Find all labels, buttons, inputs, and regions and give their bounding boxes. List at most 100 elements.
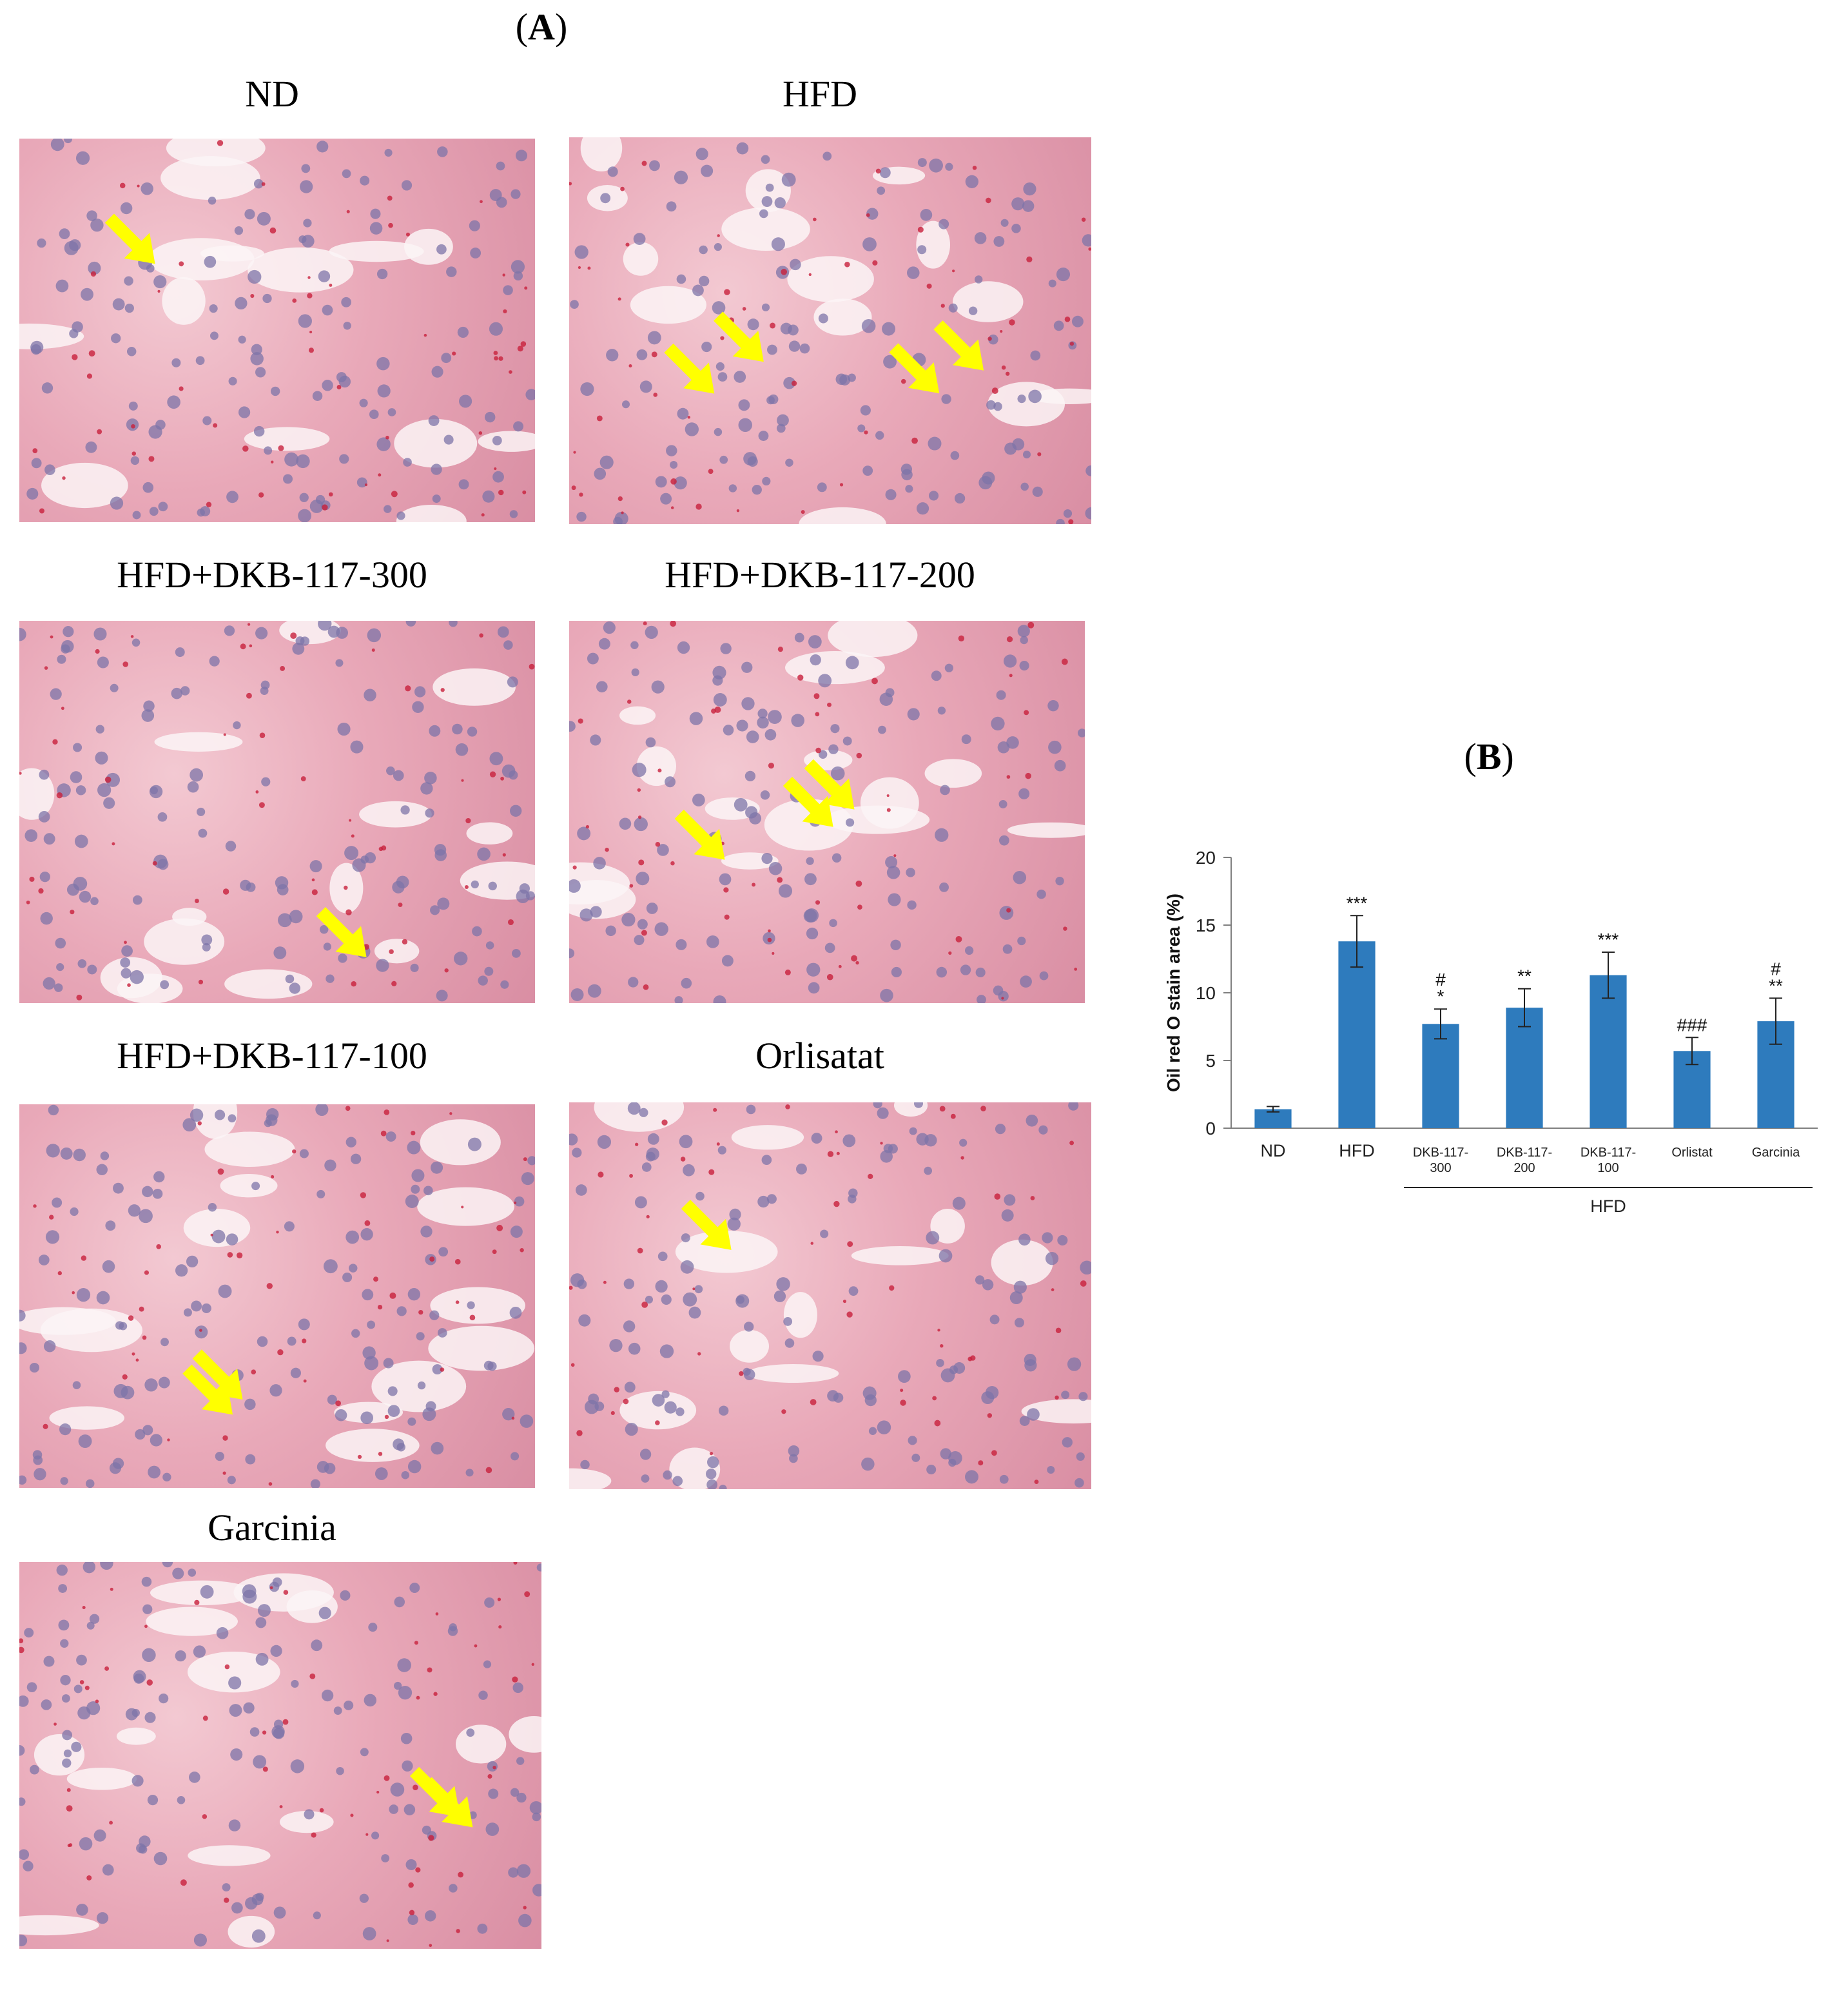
nucleus (175, 647, 185, 658)
lipid-droplet (444, 968, 449, 973)
lipid-droplet (917, 226, 924, 233)
nucleus (336, 627, 348, 639)
nucleus (130, 970, 144, 984)
nucleus (478, 975, 488, 986)
nucleus (633, 233, 646, 246)
nucleus (928, 436, 942, 451)
nucleus (228, 1819, 241, 1831)
lipid-droplet (307, 293, 313, 298)
lipid-droplet (857, 904, 862, 910)
nucleus (19, 1475, 27, 1485)
nucleus (527, 1156, 535, 1166)
nucleus (513, 271, 523, 281)
nucleus (303, 219, 312, 228)
lipid-droplet (781, 268, 788, 275)
nucleus (360, 175, 370, 186)
nucleus (848, 1195, 857, 1204)
sinusoid-gap (430, 1287, 526, 1324)
lipid-droplet (224, 1664, 230, 1670)
nucleus (360, 1748, 369, 1757)
nucleus (516, 150, 527, 162)
lipid-droplet (1069, 342, 1075, 346)
nucleus (484, 411, 496, 423)
nucleus (654, 922, 668, 936)
nucleus (345, 1230, 360, 1244)
lipid-droplet (493, 351, 498, 355)
nucleus (343, 322, 351, 330)
lipid-droplet (1000, 329, 1003, 333)
lipid-droplet (950, 1113, 956, 1119)
nucleus (131, 1708, 140, 1717)
nucleus (430, 905, 440, 915)
nucleus (806, 927, 819, 940)
nucleus (520, 1414, 534, 1428)
nucleus (131, 638, 141, 647)
nucleus (31, 458, 42, 469)
nucleus (425, 1401, 436, 1412)
nucleus (502, 1408, 515, 1421)
nucleus (830, 766, 845, 781)
nucleus (1068, 1102, 1079, 1111)
lipid-droplet (603, 1280, 607, 1284)
nucleus (147, 1794, 159, 1806)
nucleus (210, 331, 219, 340)
lipid-droplet (1006, 775, 1011, 779)
nucleus (998, 835, 1009, 846)
lipid-droplet (429, 1256, 435, 1262)
nucleus (1042, 1232, 1053, 1244)
nucleus (86, 1479, 95, 1488)
nucleus (477, 1923, 488, 1934)
lipid-droplet (871, 678, 878, 685)
lipid-droplet (81, 1255, 87, 1261)
nucleus (315, 1104, 329, 1116)
yellow-arrow-icon (681, 1200, 732, 1250)
nucleus (995, 1124, 1006, 1135)
nucleus (61, 644, 70, 654)
nucleus (880, 988, 893, 1002)
lipid-droplet (144, 1270, 149, 1275)
bar-chart: 0 5 10 15 20 Oil red O stain area (%) ND *** HFD… (1141, 832, 1837, 1231)
nucleus (29, 1362, 40, 1373)
nucleus (446, 266, 457, 277)
lipid-droplet (948, 951, 952, 955)
nucleus (824, 943, 835, 953)
nucleus (699, 245, 708, 255)
lipid-droplet (223, 733, 226, 736)
nucleus (367, 1320, 376, 1329)
nucleus (720, 643, 732, 654)
lipid-droplet (345, 1106, 351, 1111)
nucleus (404, 1804, 416, 1815)
lipid-droplet (739, 1371, 744, 1376)
nucleus (674, 996, 683, 1003)
lipid-droplet (365, 1833, 369, 1836)
nucleus (848, 1286, 859, 1296)
nucleus (162, 1472, 171, 1481)
sinusoid-gap (396, 505, 467, 522)
lipid-droplet (529, 663, 535, 670)
lipid-droplet (827, 702, 832, 707)
nucleus (298, 509, 311, 522)
lipid-droplet (855, 961, 859, 965)
micrograph-title-dkb200: HFD+DKB-117-200 (665, 554, 975, 596)
lipid-droplet (815, 712, 820, 717)
lipid-droplet (939, 1106, 946, 1112)
lipid-droplet (810, 1399, 817, 1405)
nucleus (323, 1259, 338, 1274)
lipid-droplet (82, 1606, 86, 1610)
nucleus (940, 785, 950, 796)
nucleus (360, 855, 369, 864)
lipid-droplet (813, 693, 820, 699)
nucleus (264, 446, 273, 455)
nucleus (806, 857, 814, 865)
sinusoid-gap (224, 969, 313, 999)
lipid-droplet (269, 227, 277, 234)
nucleus (509, 805, 522, 817)
lipid-droplet (638, 859, 645, 866)
lipid-droplet (455, 1300, 460, 1304)
yellow-arrow-icon (933, 320, 984, 371)
nucleus (466, 1728, 475, 1737)
nucleus (120, 202, 133, 215)
nucleus (44, 464, 55, 475)
lipid-droplet (492, 1249, 497, 1255)
lipid-droplet (960, 1156, 964, 1160)
